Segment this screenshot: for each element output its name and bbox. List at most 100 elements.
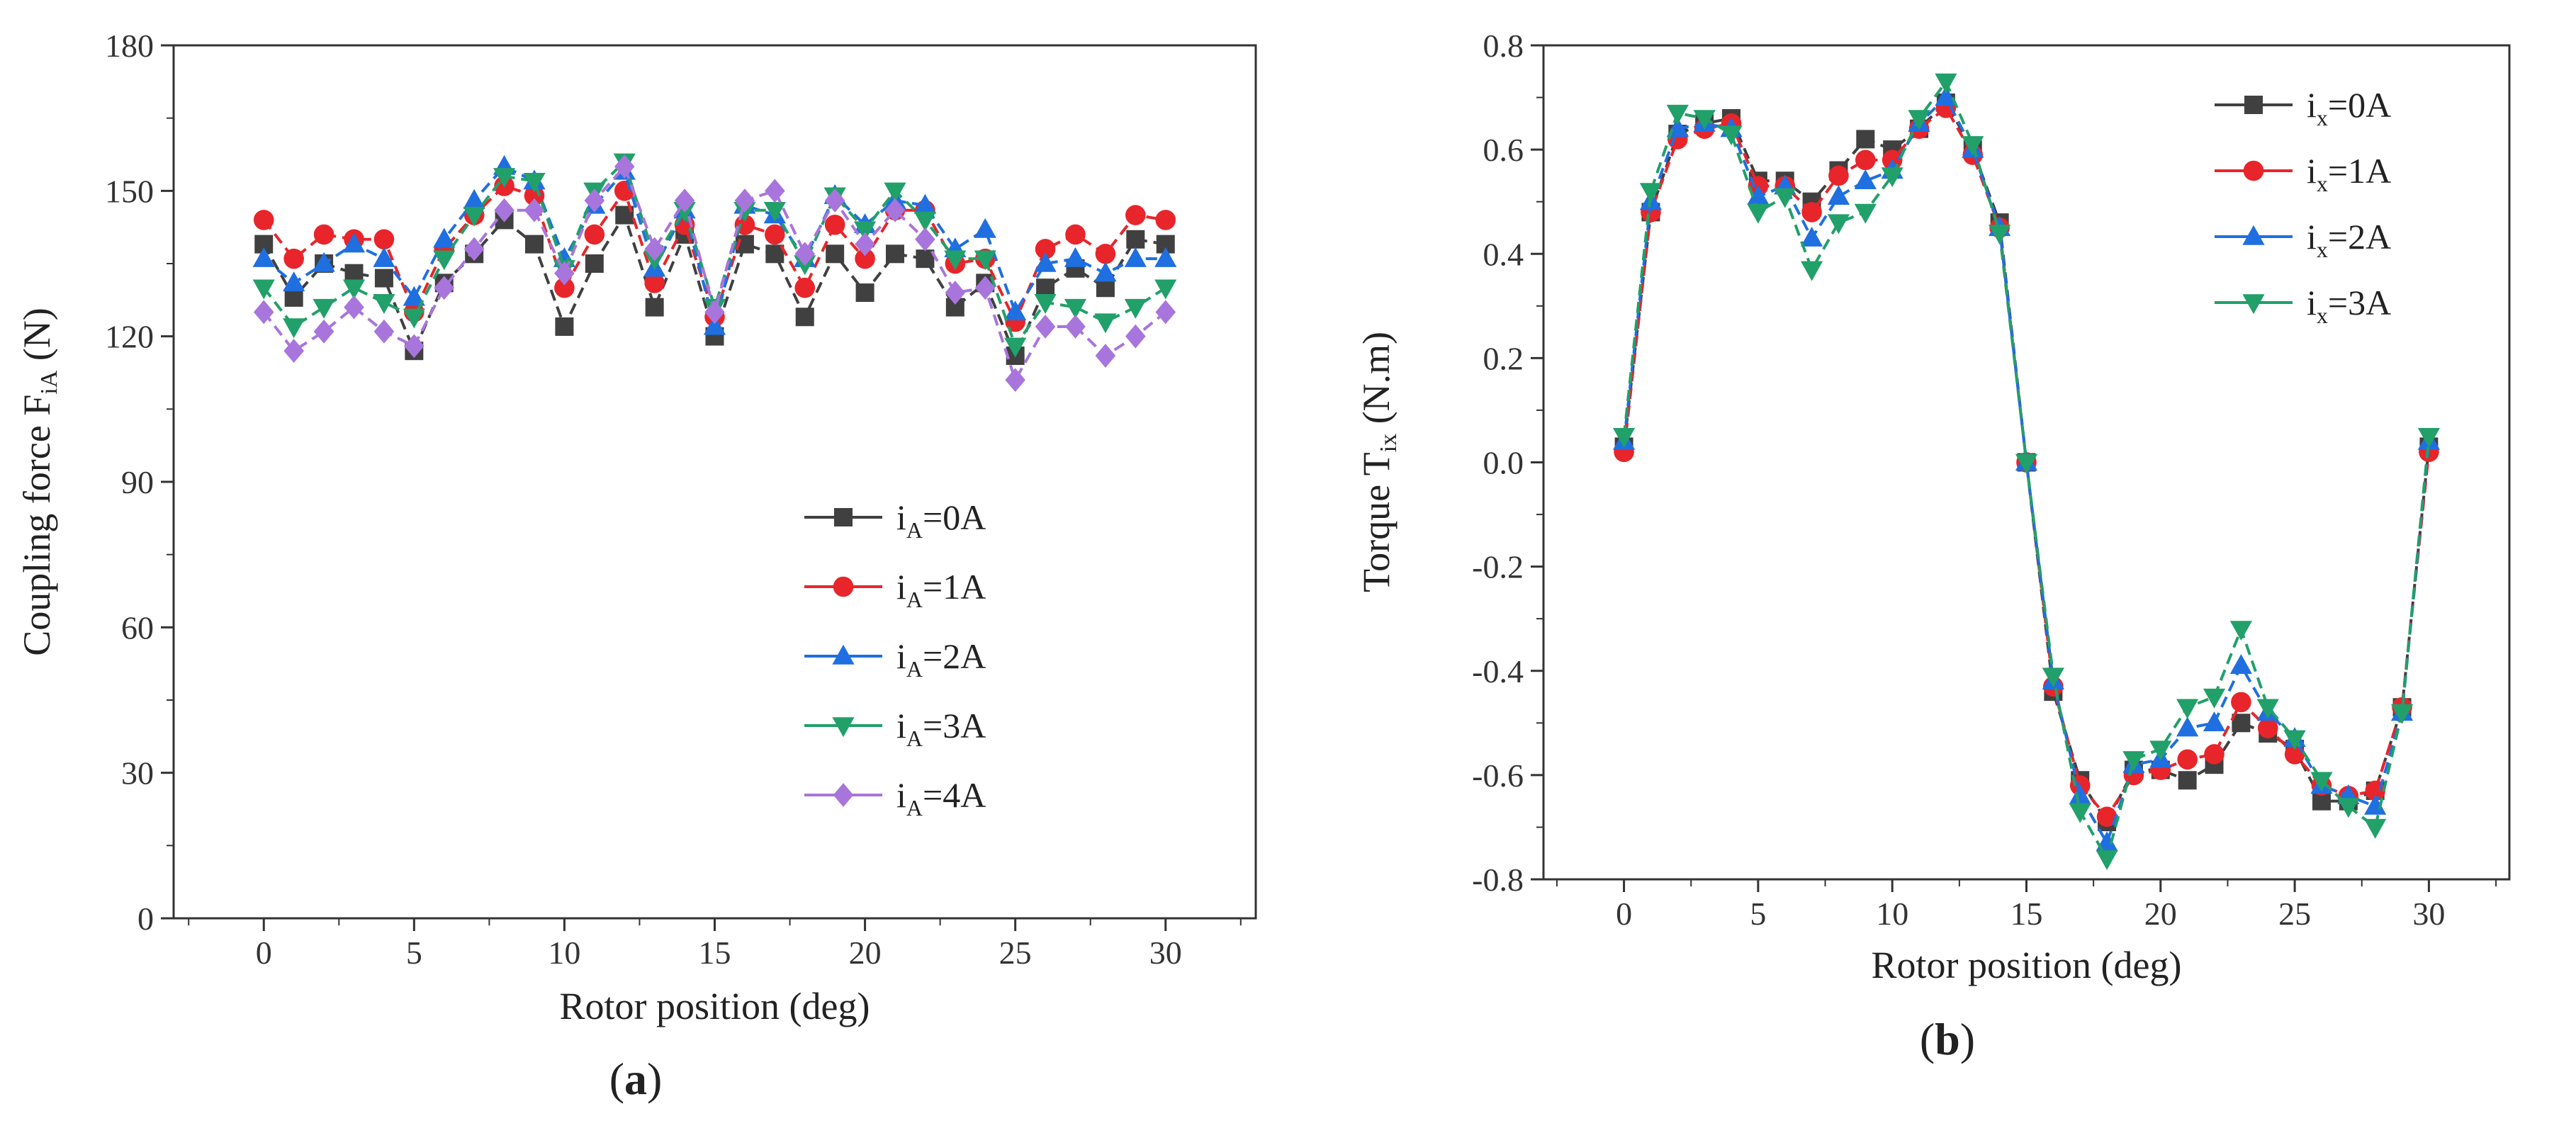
chart-a-series-1-point [1155, 210, 1176, 230]
chart-a-series-1-point [253, 210, 274, 230]
chart-a-series-2-point [283, 271, 305, 292]
chart-a-series-2-point [1004, 300, 1027, 321]
chart-a-series-4-point [1065, 315, 1086, 339]
chart-a-series-layer [252, 153, 1177, 393]
chart-a-series-4-point [945, 281, 966, 305]
chart-a-series-1-point [855, 248, 875, 269]
chart-b-x-tick-label: 10 [1876, 896, 1908, 932]
chart-a-series-4-point [915, 227, 935, 252]
chart-b-y-tick-label: 0.6 [1483, 132, 1524, 168]
chart-b-series-2-point [1801, 226, 1823, 247]
chart-a-series-3-point [1124, 298, 1147, 319]
chart-b-series-3-point [2203, 688, 2226, 709]
chart-b-legend-marker [2243, 160, 2264, 181]
chart-a-series-0-point [855, 283, 874, 303]
chart-a-x-tick-label: 0 [256, 935, 272, 971]
chart-b-y-tick-label: 0.0 [1483, 445, 1524, 481]
chart-a-legend-marker [833, 576, 854, 597]
chart-a-series-1-point [1125, 205, 1146, 225]
chart-b-series-3-point [1801, 261, 1823, 281]
chart-b-series-3-point [2364, 818, 2387, 839]
chart-b-series-0-point [1856, 130, 1875, 149]
chart-b-legend-marker [2242, 225, 2265, 245]
chart-a-series-2-point [252, 247, 275, 267]
chart-a-series-3-point [763, 202, 786, 222]
chart-b-y-tick-label: 0.2 [1483, 340, 1524, 376]
chart-b-series-3 [1612, 73, 2441, 870]
chart-b-y-tick-label: -0.8 [1472, 862, 1524, 898]
chart-b-x-tick-label: 15 [2010, 896, 2043, 932]
chart-b-series-3-point [1881, 167, 1903, 188]
chart-a-series-4-point [704, 300, 725, 325]
chart-b-series-2-point [2176, 716, 2199, 737]
chart-b-series-3-point [1693, 110, 1716, 130]
chart-a-series-4-point [1035, 315, 1056, 339]
chart-b-series-3-point [2310, 772, 2333, 792]
chart-a-series-2-point [373, 247, 395, 267]
chart-a-series-4-point [344, 295, 364, 320]
chart-b-series-1-point [1828, 165, 1849, 186]
chart-b-legend: ix=0A ix=1A ix=2A ix=3A [2215, 85, 2391, 328]
chart-a-series-3-point [1154, 279, 1177, 300]
chart-b-y-tick-label: -0.2 [1472, 549, 1524, 585]
chart-b-series-1-point [2096, 806, 2117, 828]
chart-b-y-tick-label: -0.4 [1472, 653, 1524, 689]
chart-a-series-3-point [1034, 294, 1057, 315]
chart-a-legend-item: iA=0A [804, 497, 986, 543]
chart-b-series-3-point [1854, 203, 1877, 224]
chart-a-series-0-point [555, 317, 574, 336]
chart-b-series-3-point [2390, 704, 2414, 724]
chart-b-series-1-point [2204, 744, 2225, 765]
chart-a-series-4-point [434, 276, 455, 300]
chart-a-series-0-point [525, 235, 544, 254]
chart-a-series-4-point [373, 319, 395, 344]
chart-a-legend: iA=0A iA=1A iA=2A iA=3A iA=4A [804, 497, 986, 821]
chart-a-y-tick-label: 0 [137, 901, 154, 937]
chart-a-series-1-point [644, 273, 665, 293]
chart-a: 0 5 10 15 20 25 30 0 30 60 90 120 150 180 Rotor posit… [16, 28, 1257, 1104]
chart-a-series-0-point [374, 269, 393, 288]
chart-b-series-2-point [2069, 784, 2091, 804]
chart-b-series-3-point [1935, 73, 1957, 94]
chart-b-series-2-point [1747, 185, 1770, 205]
chart-a-legend-marker [834, 508, 853, 526]
chart-b-series-layer [1612, 73, 2441, 870]
chart-a-series-1-point [283, 248, 304, 269]
chart-a-y-tick-label: 120 [105, 319, 154, 355]
chart-a-y-tick-label: 90 [121, 464, 154, 500]
chart-a-series-2-point [313, 252, 335, 272]
chart-a-series-3-point [403, 308, 425, 329]
chart-b-series-3-point [1747, 203, 1770, 224]
chart-a-series-4-point [313, 319, 334, 344]
chart-a-series-1-point [313, 224, 334, 245]
chart-a-series-2-point [913, 193, 937, 214]
chart-a-series-3-point [853, 221, 877, 242]
chart-a-series-3-point [884, 182, 906, 203]
chart-a-series-4-point [765, 179, 785, 203]
chart-b-legend-label: ix=2A [2307, 217, 2391, 262]
chart-b-series-1-point [2231, 692, 2251, 713]
chart-b-series-3-point [1639, 183, 1663, 203]
chart-b-panel-label: (b) [1920, 1014, 1975, 1064]
chart-b-x-tick-label: 25 [2278, 896, 2311, 932]
chart-b-series-3-point [1962, 136, 1984, 157]
chart-a-x-axis-label: Rotor position (deg) [560, 985, 870, 1027]
chart-a-x-tick-label: 30 [1149, 935, 1182, 971]
chart-a-series-4-point [734, 188, 755, 213]
chart-a-series-4-point [283, 339, 304, 363]
chart-a-series-2-point [342, 232, 366, 253]
chart-a-series-4-point [794, 242, 816, 266]
chart-a-series-3-point [1064, 298, 1087, 319]
chart-b-x-tick-label: 5 [1750, 896, 1766, 932]
chart-a-series-4-point [884, 198, 906, 222]
chart-a-series-1-point [373, 229, 395, 250]
chart-a-legend-marker [832, 644, 855, 665]
chart-a-series-4-point [1005, 368, 1025, 393]
chart-a-x-tick-label: 15 [699, 935, 731, 971]
chart-a-x-tick-label: 10 [548, 935, 580, 971]
chart-a-legend-label: iA=0A [896, 497, 986, 543]
chart-a-series-0-point [344, 264, 364, 283]
chart-a-series-3-point [463, 206, 485, 227]
chart-b-series-3-point [2069, 803, 2091, 823]
chart-a-series-3-point [373, 294, 395, 315]
